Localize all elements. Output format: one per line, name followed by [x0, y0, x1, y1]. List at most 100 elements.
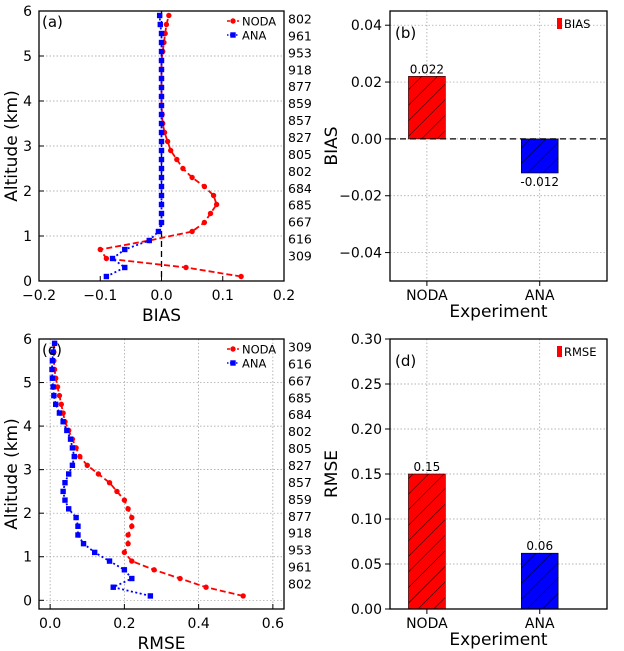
data-point-ana — [158, 66, 165, 73]
data-point-noda — [95, 471, 102, 477]
y-axis-label: Altitude (km) — [2, 90, 22, 202]
data-point-noda — [238, 273, 244, 280]
data-point-ana — [51, 392, 57, 399]
sample-count-label: 802 — [288, 424, 312, 439]
x-tick-label: 0.0 — [39, 616, 61, 632]
bar-value-label: 0.06 — [526, 539, 553, 553]
data-point-ana — [65, 506, 72, 512]
data-point-ana — [158, 147, 165, 154]
data-point-noda — [210, 192, 217, 199]
bar-value-label: 0.022 — [410, 62, 444, 76]
y-tick-label: 0.02 — [351, 75, 382, 91]
data-point-ana — [158, 156, 165, 163]
y-tick-label: −0.02 — [339, 189, 382, 205]
data-point-noda — [125, 532, 131, 538]
data-point-ana — [158, 120, 165, 127]
data-point-ana — [49, 375, 56, 381]
data-point-noda — [203, 584, 209, 590]
sample-count-label: 877 — [288, 509, 312, 524]
data-point-noda — [114, 488, 120, 495]
data-point-noda — [201, 219, 208, 226]
y-tick-label: 0.15 — [351, 467, 382, 483]
sample-count-label: 827 — [288, 458, 312, 473]
data-point-ana — [158, 93, 165, 100]
x-axis-label: BIAS — [142, 306, 181, 326]
y-tick-label: 6 — [23, 332, 32, 348]
data-point-noda — [56, 392, 63, 399]
data-point-ana — [158, 219, 165, 226]
data-point-ana — [75, 523, 81, 529]
legend-label: BIAS — [564, 17, 590, 31]
sample-count-label: 859 — [288, 96, 312, 111]
series-line-ana — [51, 343, 151, 597]
x-axis-label: RMSE — [137, 634, 185, 651]
data-point-ana — [158, 129, 165, 136]
data-point-ana — [69, 462, 76, 468]
y-tick-label: 3 — [23, 139, 32, 155]
data-point-ana — [157, 21, 163, 28]
legend-label-ana: ANA — [242, 29, 266, 43]
data-point-ana — [129, 575, 135, 582]
data-point-noda — [201, 183, 208, 190]
data-point-ana — [158, 75, 165, 82]
data-point-noda — [183, 264, 189, 271]
sample-count-label: 805 — [288, 441, 312, 456]
data-point-noda — [180, 165, 186, 172]
data-point-ana — [158, 48, 165, 55]
panel-label: (b) — [395, 24, 416, 42]
data-point-ana — [158, 57, 165, 64]
sample-count-label: 616 — [288, 356, 312, 371]
data-point-noda — [177, 575, 183, 582]
bar-value-label: 0.15 — [414, 460, 441, 474]
data-point-ana — [156, 12, 163, 19]
data-point-ana — [158, 192, 165, 199]
series-line-noda — [98, 15, 242, 278]
x-axis-label: Experiment — [449, 630, 548, 650]
sample-count-label: 616 — [288, 232, 312, 247]
data-point-ana — [49, 358, 56, 364]
sample-count-label: 685 — [288, 390, 312, 405]
data-point-noda — [207, 210, 214, 217]
data-point-ana — [50, 349, 56, 355]
legend-marker-noda — [230, 18, 236, 24]
y-tick-label: 0.30 — [351, 332, 382, 348]
y-tick-label: 2 — [23, 184, 32, 200]
data-point-ana — [110, 584, 116, 590]
data-point-noda — [240, 593, 246, 599]
data-point-noda — [58, 401, 64, 408]
data-point-noda — [189, 174, 195, 181]
data-point-noda — [121, 497, 128, 503]
legend-swatch — [557, 346, 562, 357]
data-point-ana — [75, 532, 81, 538]
y-tick-label: 0.00 — [351, 132, 382, 148]
data-point-ana — [158, 138, 165, 145]
data-point-ana — [158, 102, 165, 109]
sample-count-label: 802 — [288, 164, 312, 179]
data-point-ana — [60, 419, 66, 425]
panel-c: 0.0 0.2 0.4 0.6 0 1 2 3 4 5 6 RMSE Altitude (km) (c) N… — [2, 332, 312, 651]
sample-count-label: 859 — [288, 492, 312, 507]
data-point-noda — [103, 255, 110, 262]
legend-marker-noda — [230, 346, 236, 352]
data-point-ana — [67, 436, 74, 442]
data-point-noda — [106, 480, 113, 486]
data-point-ana — [62, 497, 68, 503]
sample-count-label: 802 — [288, 577, 312, 592]
x-tick-label: 0.2 — [273, 288, 295, 304]
panel-b: 0.022 -0.012 −0.04 −0.02 0.00 0.02 0.04 NODA ANA… — [322, 10, 608, 322]
y-tick-label: 4 — [23, 419, 32, 435]
sample-count-label: 667 — [288, 373, 312, 388]
x-tick-label: NODA — [406, 616, 448, 632]
sample-count-label: 877 — [288, 79, 312, 94]
sample-count-label: 802 — [288, 12, 312, 27]
data-point-ana — [69, 445, 76, 451]
data-point-noda — [167, 147, 174, 154]
y-tick-label: 0.04 — [351, 18, 382, 34]
data-point-noda — [166, 12, 172, 19]
data-point-noda — [163, 21, 170, 28]
y-tick-label: 0 — [23, 274, 32, 290]
legend-marker-ana — [230, 32, 236, 38]
data-point-ana — [91, 549, 98, 556]
data-point-ana — [121, 567, 128, 573]
data-point-ana — [158, 165, 165, 172]
